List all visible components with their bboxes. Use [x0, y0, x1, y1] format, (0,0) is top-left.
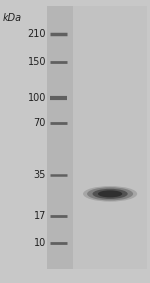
Text: 10: 10 [34, 238, 46, 248]
Text: kDa: kDa [3, 13, 22, 23]
FancyBboxPatch shape [73, 6, 147, 269]
Text: 150: 150 [27, 57, 46, 67]
Ellipse shape [93, 189, 128, 199]
Text: 35: 35 [34, 170, 46, 181]
Ellipse shape [83, 186, 137, 201]
Text: 210: 210 [27, 29, 46, 39]
FancyBboxPatch shape [47, 6, 73, 269]
Text: 70: 70 [34, 118, 46, 128]
Ellipse shape [87, 187, 133, 200]
Text: 100: 100 [28, 93, 46, 103]
Text: 17: 17 [34, 211, 46, 222]
Ellipse shape [98, 190, 122, 197]
